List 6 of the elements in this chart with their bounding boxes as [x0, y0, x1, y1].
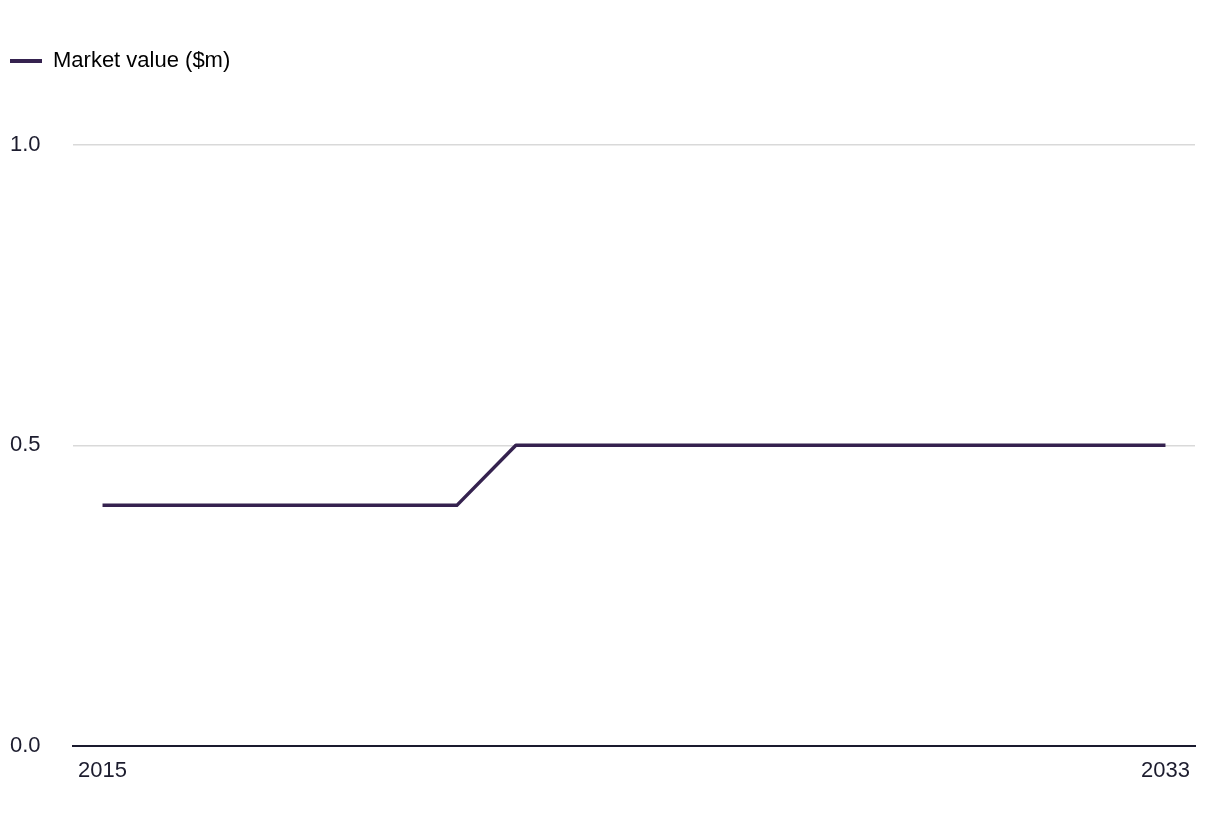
x-tick-label: 2033: [1141, 756, 1190, 782]
y-tick-label: 1.0: [10, 131, 41, 157]
x-tick-label: 2015: [78, 756, 127, 782]
y-tick-label: 0.0: [10, 731, 41, 757]
y-tick-label: 0.5: [10, 431, 41, 457]
legend-label: Market value ($m): [53, 47, 231, 73]
